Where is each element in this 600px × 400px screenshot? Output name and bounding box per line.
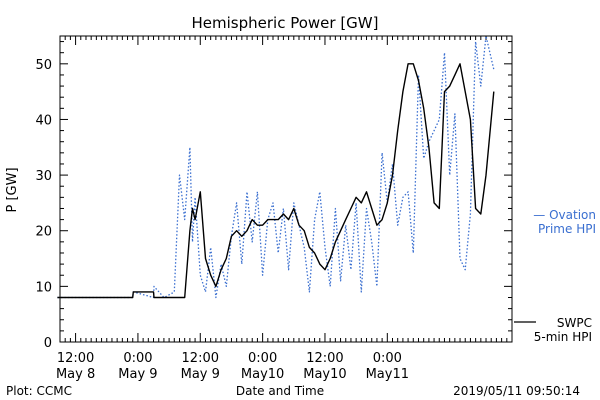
x-tick-label: 0:00: [373, 351, 402, 366]
x-tick-label: 12:00: [306, 351, 343, 366]
plot-frame: [59, 35, 513, 343]
chart-title: Hemispheric Power [GW]: [192, 14, 379, 32]
series-line-ovation-prime-hpi: [57, 35, 495, 299]
y-tick-label: 50: [35, 58, 52, 73]
series-line-swpc-5-min-hpi: [57, 63, 495, 299]
y-ticks: 0 10 20 30 40 50: [35, 41, 512, 351]
x-tick-date: May10: [303, 367, 346, 382]
y-tick-label: 20: [35, 225, 52, 240]
x-tick-label: 12:00: [57, 351, 94, 366]
plot-credit: Plot: CCMC: [6, 384, 72, 398]
legend-swpc-label: SWPC: [557, 316, 592, 330]
plot-timestamp: 2019/05/11 09:50:14: [453, 384, 580, 398]
y-tick-label: 10: [35, 280, 52, 295]
legend-ovation-label-2: Prime HPI: [538, 222, 596, 236]
y-axis-label: P [GW]: [5, 167, 20, 212]
legend-swpc-label-2: 5-min HPI: [534, 330, 592, 344]
y-tick-label: 40: [35, 113, 52, 128]
x-tick-label: 0:00: [123, 351, 152, 366]
legend-ovation-label: — Ovation: [533, 208, 596, 222]
x-tick-date: May10: [241, 367, 284, 382]
y-tick-label: 0: [44, 336, 52, 351]
axes: [59, 35, 513, 343]
series-layer: [57, 35, 495, 299]
x-tick-label: 12:00: [182, 351, 219, 366]
x-tick-date: May 9: [118, 367, 157, 382]
x-tick-label: 0:00: [248, 351, 277, 366]
y-tick-label: 30: [35, 169, 52, 184]
x-tick-date: May 9: [181, 367, 220, 382]
x-tick-date: May 8: [56, 367, 95, 382]
x-axis-label: Date and Time: [236, 384, 324, 398]
x-tick-date: May11: [366, 367, 409, 382]
